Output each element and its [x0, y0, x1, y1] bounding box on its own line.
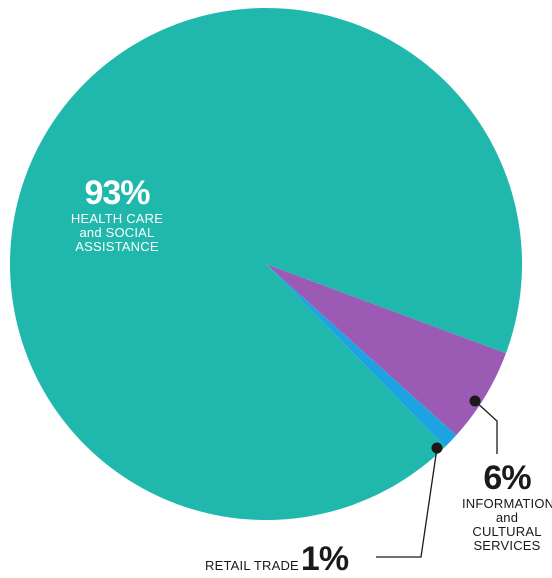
health-care-percent: 93% — [84, 174, 150, 212]
health-care-line-2: and SOCIAL — [79, 225, 155, 240]
health-care-line-3: ASSISTANCE — [75, 239, 159, 254]
retail-trade-leader-line — [376, 447, 438, 558]
health-care-line-1: HEALTH CARE — [70, 211, 164, 226]
label-health-care: 93% HEALTH CARE and SOCIAL ASSISTANCE — [62, 176, 172, 254]
pie-slice-2 — [266, 264, 457, 447]
label-retail-trade: RETAIL TRADE1% — [205, 540, 349, 578]
pie-slice-1 — [266, 264, 506, 436]
information-leader-line — [474, 400, 498, 454]
label-information: 6% INFORMATION and CULTURAL SERVICES — [462, 461, 552, 553]
pie-slice-0 — [9, 7, 522, 520]
retail-trade-text: RETAIL TRADE — [205, 558, 299, 573]
information-line-1: INFORMATION — [462, 496, 552, 511]
information-line-2: and CULTURAL — [472, 510, 542, 539]
retail-trade-percent: 1% — [300, 540, 349, 578]
retail-trade-leader-dot — [431, 442, 443, 454]
information-line-3: SERVICES — [473, 538, 541, 553]
information-percent: 6% — [483, 459, 531, 497]
information-leader-dot — [469, 395, 481, 407]
